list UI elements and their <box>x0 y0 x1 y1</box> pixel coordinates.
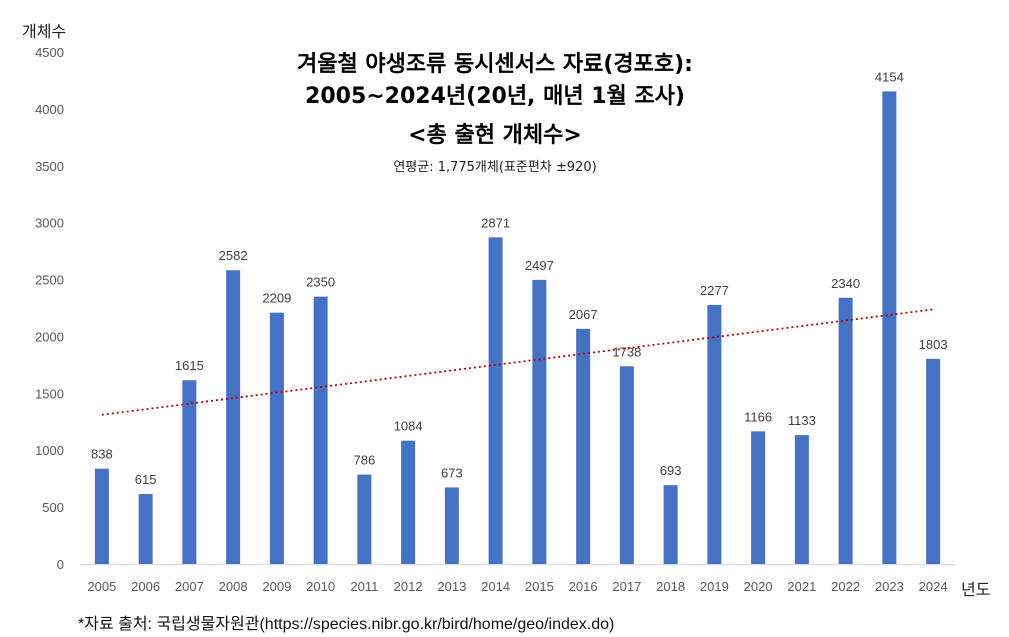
data-label: 2582 <box>219 248 248 263</box>
x-tick-label: 2018 <box>656 579 685 594</box>
data-label: 673 <box>441 465 463 480</box>
bar-2016 <box>576 328 591 564</box>
bar-2023 <box>882 91 897 564</box>
y-tick-label: 0 <box>57 557 64 572</box>
y-tick-label: 2500 <box>35 273 64 288</box>
x-tick-label: 2013 <box>437 579 466 594</box>
x-tick-label: 2021 <box>787 579 816 594</box>
bar-2022 <box>838 297 853 564</box>
bar-2010 <box>313 296 328 564</box>
bar-2005 <box>94 468 109 564</box>
x-tick-label: 2017 <box>612 579 641 594</box>
bar-2013 <box>444 487 459 564</box>
chart-title-line2: 2005~2024년(20년, 매년 1월 조사) <box>305 84 685 109</box>
data-label: 2277 <box>700 283 729 298</box>
data-label: 2497 <box>525 258 554 273</box>
x-tick-label: 2012 <box>394 579 423 594</box>
bar-2018 <box>663 485 678 564</box>
bar-2021 <box>794 435 809 564</box>
x-axis-label: 년도 <box>961 580 991 599</box>
x-tick-label: 2005 <box>87 579 116 594</box>
data-label: 2209 <box>262 291 291 306</box>
x-tick-label: 2010 <box>306 579 335 594</box>
data-label: 2340 <box>831 276 860 291</box>
bar-2017 <box>619 366 634 564</box>
data-label: 1166 <box>744 409 772 424</box>
data-label: 693 <box>660 463 682 478</box>
bar-2012 <box>401 440 416 564</box>
data-label: 1738 <box>612 344 641 359</box>
data-label: 1615 <box>175 358 204 373</box>
x-tick-label: 2023 <box>875 579 904 594</box>
y-axis-label: 개체수 <box>22 22 67 41</box>
x-tick-label: 2016 <box>569 579 598 594</box>
data-label: 1084 <box>394 419 423 434</box>
x-tick-label: 2024 <box>919 579 948 594</box>
y-tick-label: 3500 <box>35 159 64 174</box>
bar-2014 <box>488 237 503 564</box>
bar-2009 <box>269 312 284 564</box>
x-tick-label: 2011 <box>350 579 378 594</box>
data-label: 2871 <box>481 215 510 230</box>
data-label: 838 <box>91 447 113 462</box>
y-tick-label: 1500 <box>35 386 64 401</box>
y-tick-label: 2000 <box>35 329 64 344</box>
x-tick-label: 2019 <box>700 579 729 594</box>
bar-2007 <box>182 380 197 564</box>
source-note: *자료 출처: 국립생물자원관(https://species.nibr.go.… <box>78 616 615 633</box>
y-axis-ticks: 0 500 1000 1500 2000 2500 3000 3500 4000 4500 <box>35 45 64 572</box>
bar-2024 <box>926 358 941 564</box>
data-label: 2067 <box>569 307 598 322</box>
data-labels-group: 838 615 1615 2582 2209 2350 786 1084 673 2871 2497… <box>91 69 948 487</box>
y-tick-label: 500 <box>42 500 64 515</box>
bar-2006 <box>138 494 153 564</box>
bars-group <box>94 91 941 564</box>
bar-2019 <box>707 304 722 564</box>
x-tick-label: 2009 <box>262 579 291 594</box>
bar-2011 <box>357 474 372 564</box>
x-tick-label: 2020 <box>744 579 773 594</box>
bar-2020 <box>751 431 766 564</box>
data-label: 1803 <box>919 337 948 352</box>
chart-title-line1: 겨울철 야생조류 동시센서스 자료(경포호): <box>297 52 693 77</box>
data-label: 4154 <box>875 69 904 84</box>
x-tick-label: 2022 <box>831 579 860 594</box>
data-label: 615 <box>135 472 157 487</box>
chart-statistics-note: 연평균: 1,775개체(표준편차 ±920) <box>393 160 597 175</box>
y-tick-label: 4500 <box>35 45 64 60</box>
x-tick-label: 2014 <box>481 579 510 594</box>
data-label: 2350 <box>306 275 335 290</box>
x-tick-label: 2007 <box>175 579 204 594</box>
y-tick-label: 1000 <box>35 443 64 458</box>
x-tick-label: 2015 <box>525 579 554 594</box>
x-tick-label: 2006 <box>131 579 160 594</box>
x-tick-label: 2008 <box>219 579 248 594</box>
y-tick-label: 4000 <box>35 102 64 117</box>
data-label: 786 <box>354 453 376 468</box>
bar-2015 <box>532 279 547 564</box>
chart-title-line3: <총 출현 개체수> <box>408 123 582 148</box>
bar-2008 <box>226 270 241 564</box>
x-axis-ticks: 2005 2006 2007 2008 2009 2010 2011 2012 2013 2014… <box>87 579 947 594</box>
y-tick-label: 3000 <box>35 216 64 231</box>
data-label: 1133 <box>788 413 816 428</box>
